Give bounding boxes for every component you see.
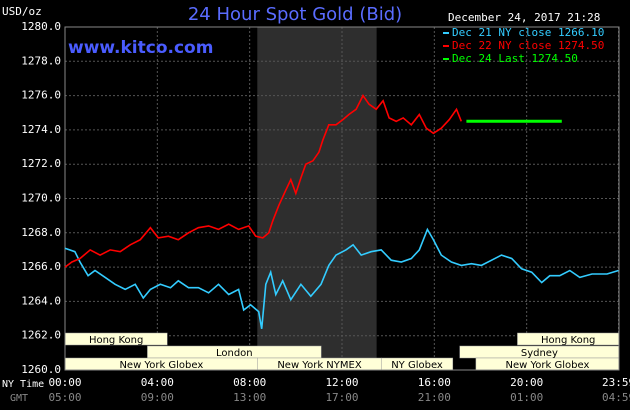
x-tick-label: 00:00 [48,376,81,389]
session-label: Hong Kong [89,335,143,346]
y-tick-label: 1262.0 [21,329,61,342]
y-tick-label: 1280.0 [21,20,61,33]
session-label: London [216,348,253,359]
session-label: Sydney [521,348,558,359]
x-axis-label: NY Time [2,379,44,390]
session-label: New York Globex [119,360,203,371]
plot-border [64,26,620,371]
legend-label: Dec 21 NY close 1266.10 [452,26,604,39]
y-tick-label: 1268.0 [21,226,61,239]
x2-axis-label: GMT [10,393,28,404]
session-label: Hong Kong [541,335,595,346]
y-tick-label: 1276.0 [21,89,61,102]
date-stamp: December 24, 2017 21:28 [448,11,600,24]
y-tick-label: 1274.0 [21,123,61,136]
y-tick-label: 1260.0 [21,363,61,376]
gmt-tick-label: 13:00 [233,391,266,404]
session-label: New York NYMEX [277,360,362,371]
gmt-tick-label: 05:00 [48,391,81,404]
x-tick-label: 12:00 [325,376,358,389]
series-line [64,94,463,268]
x-tick-label: 16:00 [418,376,451,389]
y-axis-label: USD/oz [2,5,42,18]
legend-label: Dec 24 Last 1274.50 [452,52,578,65]
x-tick-label: 04:00 [141,376,174,389]
legend-label: Dec 22 NY close 1274.50 [452,39,604,52]
y-tick-label: 1266.0 [21,260,61,273]
gmt-tick-label: 04:59 [602,391,630,404]
session-label: New York Globex [506,360,590,371]
gmt-tick-label: 01:00 [510,391,543,404]
y-tick-label: 1278.0 [21,54,61,67]
gmt-tick-label: 17:00 [325,391,358,404]
watermark: www.kitco.com [68,38,213,58]
x-tick-label: 23:59 [602,376,630,389]
y-tick-label: 1270.0 [21,192,61,205]
session-label: NY Globex [391,360,443,371]
y-tick-label: 1272.0 [21,157,61,170]
plot-under [64,26,620,371]
x-tick-label: 08:00 [233,376,266,389]
gmt-tick-label: 21:00 [418,391,451,404]
x-tick-label: 20:00 [510,376,543,389]
gmt-tick-label: 09:00 [141,391,174,404]
y-tick-label: 1264.0 [21,294,61,307]
series-line [64,227,619,329]
chart-title: 24 Hour Spot Gold (Bid) [188,4,402,25]
